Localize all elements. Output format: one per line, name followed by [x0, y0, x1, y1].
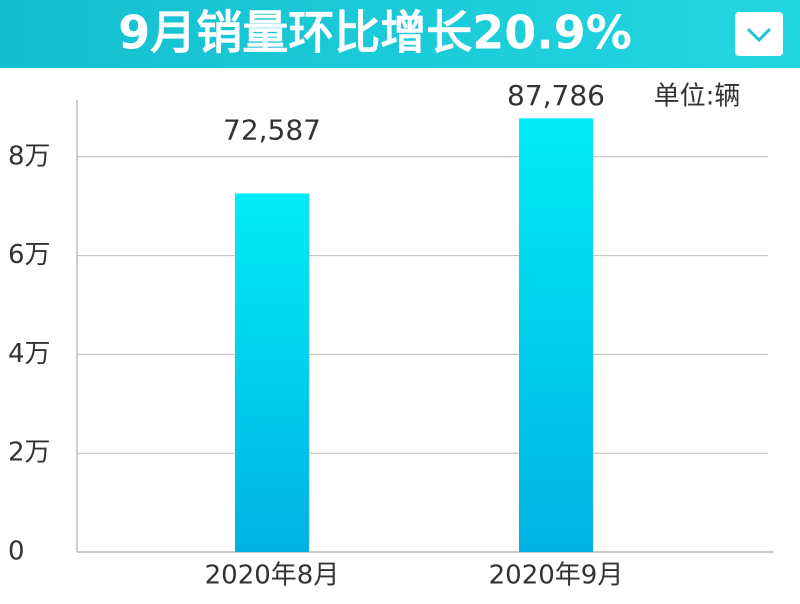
value-label: 87,786: [507, 79, 605, 112]
x-tick-label: 2020年9月: [489, 561, 624, 591]
value-label: 72,587: [223, 113, 321, 146]
bar: [235, 193, 309, 552]
chart-title: 9月销量环比增长20.9%: [118, 6, 632, 60]
y-tick-label: 2万: [8, 438, 51, 468]
dropdown-button[interactable]: [735, 12, 783, 56]
y-tick-label: 6万: [8, 240, 51, 270]
y-tick-label: 0: [8, 537, 25, 567]
y-tick-label: 4万: [8, 339, 51, 369]
title-banner: [0, 0, 800, 68]
bar: [519, 118, 593, 553]
y-tick-label: 8万: [8, 141, 51, 171]
x-tick-label: 2020年8月: [205, 561, 340, 591]
unit-note: 单位:辆: [654, 82, 741, 112]
